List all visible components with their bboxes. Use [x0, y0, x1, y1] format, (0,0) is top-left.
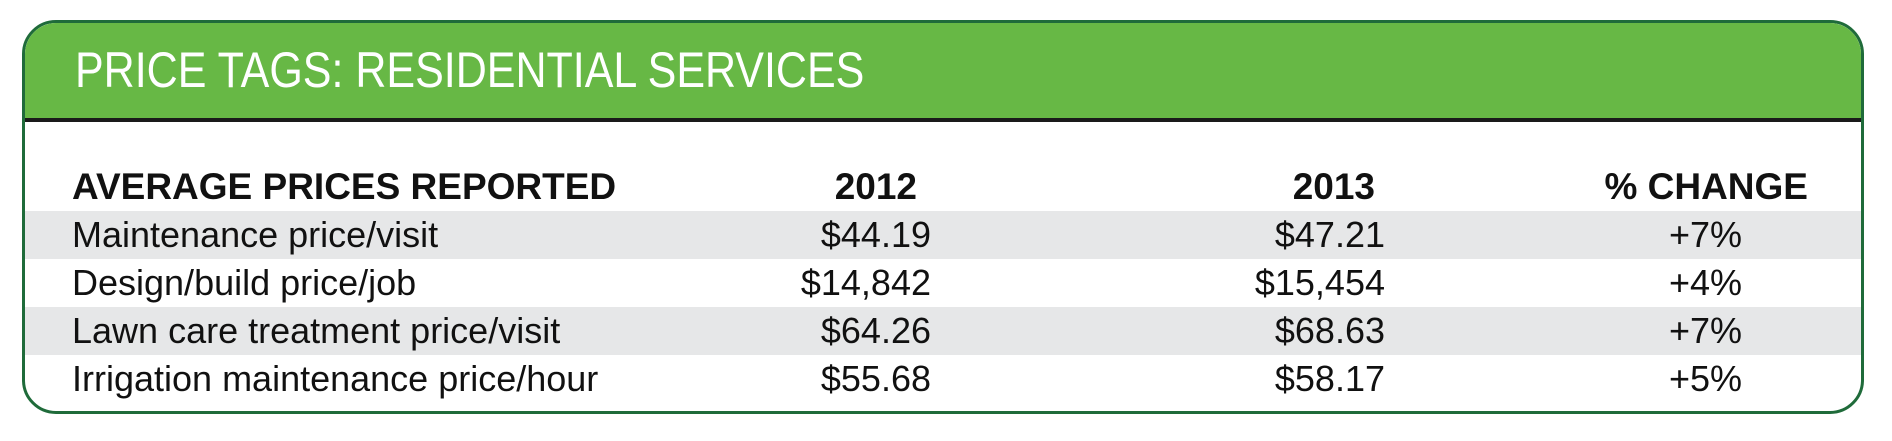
percent-change: +7%	[1668, 214, 1742, 255]
service-name: Design/build price/job	[72, 262, 417, 303]
price-2012: $64.26	[820, 310, 931, 351]
price-table-card: PRICE TAGS: RESIDENTIAL SERVICES AVERAGE…	[22, 20, 1864, 414]
price-2012: $14,842	[800, 262, 931, 303]
price-2012: $44.19	[820, 214, 931, 255]
table-row: Lawn care treatment price/visit $64.26 $…	[25, 307, 1861, 355]
header-2012: 2012	[834, 166, 917, 207]
header-category: AVERAGE PRICES REPORTED	[72, 166, 617, 207]
price-2013: $15,454	[1254, 262, 1385, 303]
price-2013: $47.21	[1274, 214, 1385, 255]
table-title: PRICE TAGS: RESIDENTIAL SERVICES	[75, 42, 865, 98]
table-row: Design/build price/job $14,842 $15,454 +…	[25, 259, 1861, 307]
price-2012: $55.68	[820, 358, 931, 399]
price-2013: $58.17	[1274, 358, 1385, 399]
header-divider	[25, 118, 1861, 122]
service-name: Lawn care treatment price/visit	[72, 310, 561, 351]
percent-change: +4%	[1668, 262, 1742, 303]
header-percent-change: % CHANGE	[1604, 166, 1808, 207]
service-name: Maintenance price/visit	[72, 214, 439, 255]
service-name: Irrigation maintenance price/hour	[72, 358, 599, 399]
price-table: AVERAGE PRICES REPORTED 2012 2013 % CHAN…	[25, 163, 1861, 403]
percent-change: +7%	[1668, 310, 1742, 351]
table-header-row: AVERAGE PRICES REPORTED 2012 2013 % CHAN…	[25, 163, 1861, 211]
header-2013: 2013	[1292, 166, 1375, 207]
table-row: Maintenance price/visit $44.19 $47.21 +7…	[25, 211, 1861, 259]
percent-change: +5%	[1668, 358, 1742, 399]
table-row: Irrigation maintenance price/hour $55.68…	[25, 355, 1861, 403]
title-banner: PRICE TAGS: RESIDENTIAL SERVICES	[25, 23, 1861, 118]
price-2013: $68.63	[1274, 310, 1385, 351]
